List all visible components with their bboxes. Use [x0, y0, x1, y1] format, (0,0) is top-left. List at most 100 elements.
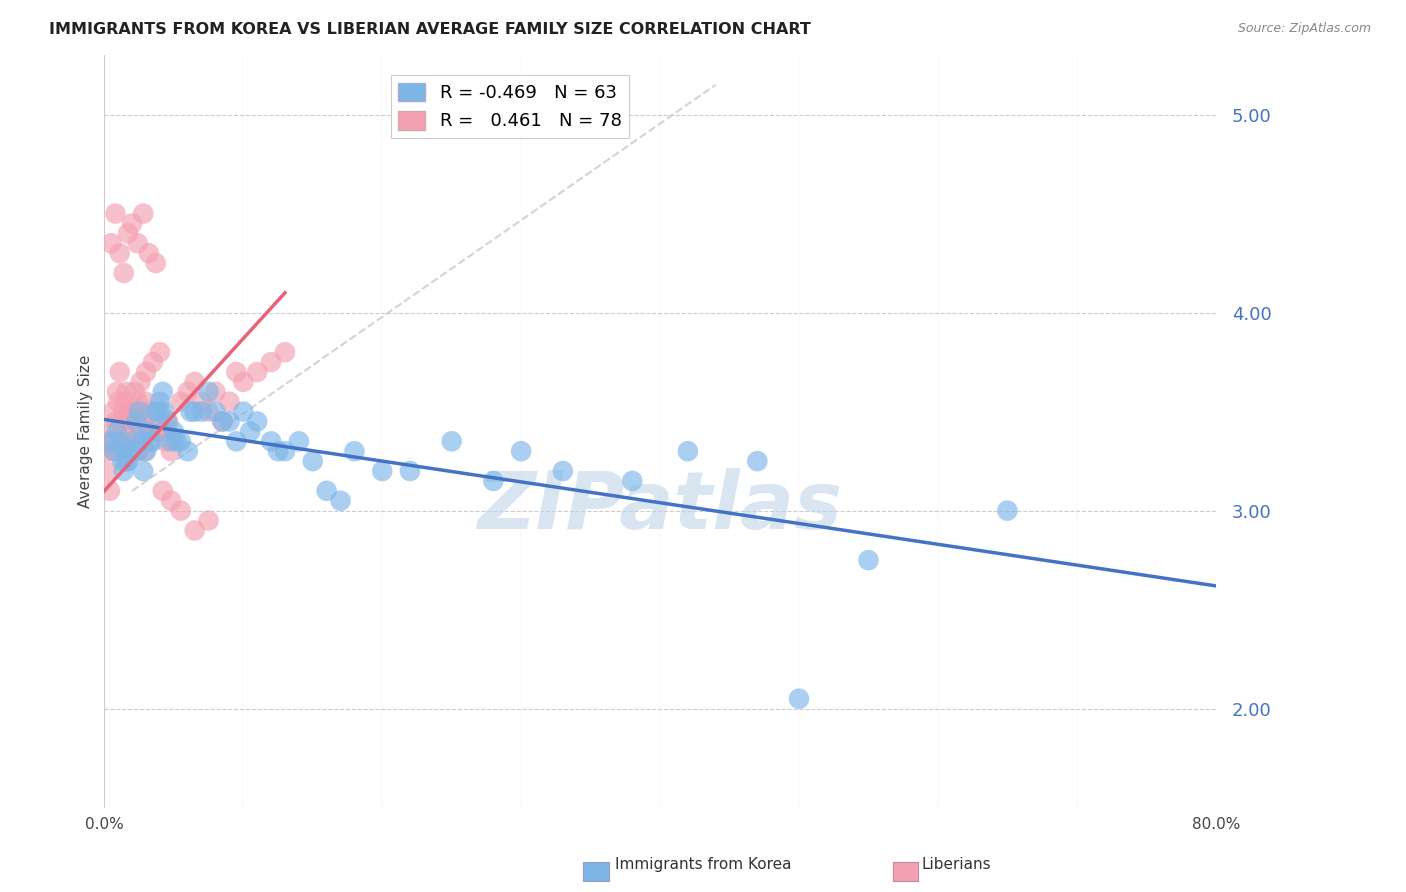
Point	[166, 434, 188, 449]
Point	[329, 493, 352, 508]
Point	[149, 404, 172, 418]
Point	[135, 444, 157, 458]
Point	[127, 444, 149, 458]
Point	[152, 483, 174, 498]
Point	[995, 503, 1018, 517]
Point	[747, 454, 769, 468]
Point	[131, 434, 153, 449]
Point	[145, 256, 167, 270]
Point	[274, 444, 297, 458]
Point	[127, 236, 149, 251]
Point	[267, 444, 290, 458]
Point	[274, 345, 297, 359]
Text: Source: ZipAtlas.com: Source: ZipAtlas.com	[1237, 22, 1371, 36]
Point	[103, 444, 125, 458]
Point	[225, 434, 247, 449]
Point	[100, 236, 122, 251]
Point	[105, 444, 128, 458]
Point	[129, 434, 152, 449]
Point	[112, 266, 135, 280]
Point	[125, 415, 148, 429]
Point	[121, 444, 143, 458]
Point	[301, 454, 323, 468]
Point	[163, 425, 186, 439]
Point	[288, 434, 311, 449]
Point	[260, 355, 283, 369]
Point	[197, 384, 219, 399]
Point	[190, 404, 212, 418]
Point	[117, 404, 139, 418]
Point	[146, 425, 169, 439]
Point	[218, 415, 240, 429]
Point	[132, 206, 155, 220]
Point	[218, 394, 240, 409]
Text: Immigrants from Korea: Immigrants from Korea	[614, 857, 792, 872]
Point	[858, 553, 880, 567]
Legend: R = -0.469   N = 63, R =   0.461   N = 78: R = -0.469 N = 63, R = 0.461 N = 78	[391, 76, 628, 137]
Point	[124, 384, 146, 399]
Point	[131, 404, 153, 418]
Point	[112, 404, 135, 418]
Point	[141, 404, 163, 418]
Point	[170, 394, 193, 409]
Point	[97, 434, 120, 449]
Point	[117, 454, 139, 468]
Point	[122, 434, 145, 449]
Point	[108, 434, 131, 449]
Text: IMMIGRANTS FROM KOREA VS LIBERIAN AVERAGE FAMILY SIZE CORRELATION CHART: IMMIGRANTS FROM KOREA VS LIBERIAN AVERAG…	[49, 22, 811, 37]
Point	[160, 493, 183, 508]
Point	[124, 415, 146, 429]
Point	[183, 375, 205, 389]
Point	[139, 434, 162, 449]
Point	[232, 375, 254, 389]
Point	[149, 394, 172, 409]
Point	[121, 444, 143, 458]
Point	[156, 415, 179, 429]
Point	[145, 404, 167, 418]
Point	[111, 425, 134, 439]
Point	[138, 425, 160, 439]
Point	[105, 425, 128, 439]
Point	[115, 454, 138, 468]
Point	[204, 384, 226, 399]
Point	[160, 444, 183, 458]
Point	[138, 425, 160, 439]
Point	[114, 394, 136, 409]
Point	[170, 434, 193, 449]
Point	[132, 415, 155, 429]
Point	[138, 246, 160, 260]
Point	[114, 444, 136, 458]
Point	[103, 444, 125, 458]
Point	[399, 464, 422, 478]
Point	[197, 404, 219, 418]
Point	[146, 404, 169, 418]
Point	[111, 454, 134, 468]
Point	[128, 404, 150, 418]
Point	[125, 444, 148, 458]
Y-axis label: Average Family Size: Average Family Size	[79, 355, 93, 508]
Point	[122, 404, 145, 418]
Point	[163, 434, 186, 449]
Point	[105, 384, 128, 399]
Point	[315, 483, 337, 498]
Point	[180, 404, 202, 418]
Point	[100, 425, 122, 439]
Point	[183, 404, 205, 418]
Point	[101, 404, 124, 418]
Point	[142, 434, 165, 449]
Point	[232, 404, 254, 418]
Point	[149, 345, 172, 359]
Point	[104, 206, 127, 220]
Point	[246, 365, 269, 379]
Point	[155, 434, 177, 449]
Point	[177, 384, 200, 399]
Point	[190, 394, 212, 409]
Point	[170, 503, 193, 517]
Point	[197, 514, 219, 528]
Point	[551, 464, 574, 478]
Point	[118, 404, 141, 418]
Point	[204, 404, 226, 418]
Point	[98, 483, 121, 498]
Text: ZIPatlas: ZIPatlas	[478, 467, 842, 546]
Point	[108, 246, 131, 260]
